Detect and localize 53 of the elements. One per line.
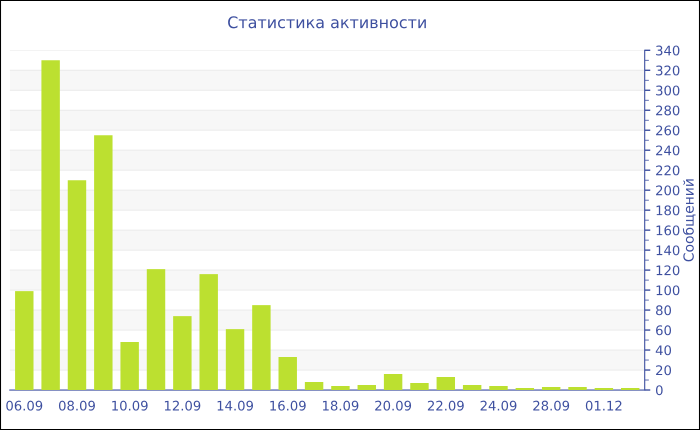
y-tick-label: 20 (656, 365, 672, 376)
bar (146, 269, 166, 390)
bar (410, 383, 429, 390)
y-tick-label: 100 (656, 285, 680, 296)
bar (304, 382, 324, 390)
x-tick-label: 14.09 (218, 400, 254, 411)
x-tick-label: 16.09 (270, 400, 306, 411)
bar (252, 305, 271, 390)
y-tick-label: 160 (656, 225, 680, 236)
bar (120, 342, 139, 390)
y-tick-label: 120 (656, 265, 680, 276)
x-tick-label: 10.09 (112, 400, 148, 411)
x-tick-label: 12.09 (164, 400, 200, 411)
bar (462, 385, 482, 390)
bar (278, 357, 297, 390)
bar (94, 135, 113, 390)
y-tick-label: 80 (656, 305, 672, 316)
y-tick-label: 260 (656, 125, 680, 136)
y-tick-label: 180 (656, 205, 680, 216)
y-tick-label: 300 (656, 85, 680, 96)
y-tick-label: 60 (656, 325, 672, 336)
bar (41, 60, 60, 390)
x-tick-label: 28.09 (533, 400, 570, 411)
y-axis-title: Сообщений (682, 179, 696, 262)
y-tick-label: 240 (656, 145, 680, 156)
y-tick-label: 320 (656, 66, 680, 76)
x-tick-label: 06.09 (6, 400, 42, 411)
x-tick-label: 24.09 (480, 400, 516, 411)
bar (568, 387, 587, 390)
bar (436, 377, 456, 390)
bar (358, 385, 376, 390)
x-tick-label: 18.09 (322, 400, 358, 411)
y-tick-label: 140 (656, 245, 680, 256)
y-tick-label: 220 (656, 165, 680, 176)
x-tick-label: 01.12 (586, 400, 622, 411)
y-tick-label: 40 (656, 345, 672, 356)
bar (15, 291, 34, 390)
y-tick-label: 280 (656, 105, 680, 116)
bar (331, 386, 350, 390)
y-tick-label: 340 (656, 46, 680, 56)
x-tick-label: 08.09 (58, 400, 95, 411)
y-tick-label: 0 (656, 385, 663, 396)
bar (384, 374, 402, 390)
x-tick-label: 22.09 (428, 400, 464, 411)
bar (226, 329, 244, 390)
bar (68, 180, 86, 390)
bar (489, 386, 508, 390)
bar (199, 274, 218, 390)
bar (542, 387, 560, 390)
bar (173, 316, 192, 390)
y-tick-label: 200 (656, 185, 680, 196)
x-tick-label: 20.09 (375, 400, 412, 411)
chart-title: Статистика активности (228, 16, 426, 28)
